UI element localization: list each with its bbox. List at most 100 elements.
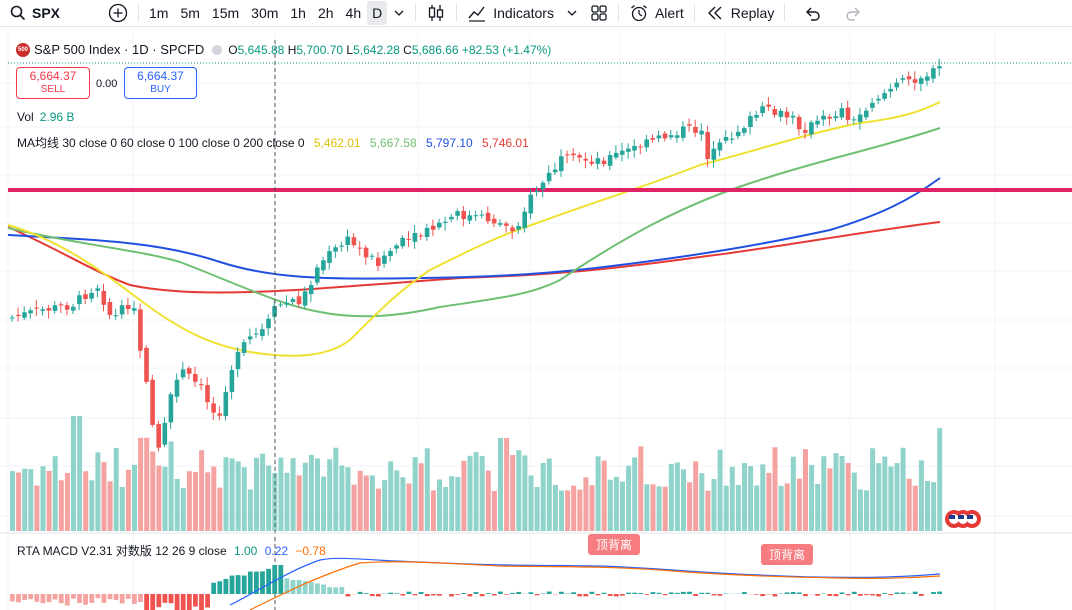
candle: [430, 225, 436, 230]
volume-bar: [925, 480, 930, 531]
volume-bar: [77, 416, 83, 531]
volume-bar: [534, 486, 540, 531]
interval-15m[interactable]: 15m: [211, 5, 240, 21]
macd-legend[interactable]: RTA MACD V2.31 对数版 12 26 9 close 1.00 0.…: [17, 542, 330, 559]
candle: [668, 135, 674, 138]
macd-hist-bar: [430, 594, 436, 596]
interval-dropdown[interactable]: [387, 0, 411, 26]
indicators-dropdown[interactable]: [560, 0, 584, 26]
macd-hist-bar: [546, 591, 552, 594]
macd-hist-bar: [626, 592, 631, 594]
macd-hist-bar: [796, 592, 802, 594]
volume-bar: [687, 482, 693, 531]
ma-100-line: [7, 177, 941, 280]
candle: [485, 212, 491, 222]
volume-bar: [443, 486, 449, 531]
macd-hist-bar: [687, 591, 692, 594]
macd-hist-bar: [101, 594, 107, 603]
candle: [247, 336, 253, 340]
ma-legend[interactable]: MA均线 30 close 0 60 close 0 100 close 0 2…: [17, 134, 535, 151]
candle: [278, 304, 283, 306]
macd-hist-bar: [918, 594, 924, 596]
volume-bar: [34, 485, 40, 531]
macd-hist-bar: [491, 594, 497, 596]
candle: [601, 160, 607, 165]
volume-bar: [345, 467, 351, 531]
macd-hist-bar: [705, 592, 711, 594]
macd-hist-bar: [113, 594, 119, 601]
macd-hist-bar: [125, 594, 131, 599]
candle: [229, 370, 235, 393]
redo-button[interactable]: [839, 0, 869, 26]
candle: [498, 223, 503, 225]
layouts-button[interactable]: [584, 0, 614, 26]
interval-d[interactable]: D: [367, 1, 388, 25]
symbol-title[interactable]: S&P 500 Index · 1D · SPCFD: [34, 42, 205, 57]
sell-button[interactable]: 6,664.37 SELL: [16, 67, 90, 99]
sell-label: SELL: [40, 84, 66, 95]
volume-bar: [107, 481, 113, 531]
candle: [138, 309, 143, 351]
volume-bar: [138, 437, 144, 531]
macd-hist-bar: [71, 594, 76, 599]
candle: [918, 78, 924, 84]
volume-bar: [857, 489, 863, 531]
candle: [766, 104, 771, 107]
volume-bar: [662, 486, 668, 531]
macd-hist-bar: [77, 594, 82, 604]
ma-30-line: [7, 101, 941, 357]
macd-hist-bar: [467, 594, 473, 597]
volume-legend[interactable]: Vol 2.96 B: [17, 110, 74, 124]
compare-button[interactable]: [102, 0, 134, 26]
interval-1h[interactable]: 1h: [290, 5, 306, 21]
grid-layout-icon: [590, 4, 608, 22]
chart-type-button[interactable]: [420, 0, 452, 26]
candle: [839, 108, 845, 118]
volume-bar: [851, 472, 857, 531]
macd-hist-bar: [394, 593, 400, 594]
candle: [528, 194, 534, 214]
interval-2h[interactable]: 2h: [317, 5, 334, 21]
volume-bar: [796, 478, 802, 531]
symbol-search[interactable]: SPX: [0, 0, 66, 26]
candle: [620, 150, 625, 155]
macd-hist-bar: [260, 571, 265, 594]
macd-hist-bar: [369, 594, 375, 597]
macd-hist-bar: [138, 594, 143, 602]
undo-button[interactable]: [797, 0, 827, 26]
candle: [900, 78, 906, 80]
volume-bar: [180, 487, 186, 531]
alert-button[interactable]: Alert: [623, 0, 690, 26]
buy-button[interactable]: 6,664.37 BUY: [124, 67, 197, 99]
macd-hist-bar: [193, 594, 198, 607]
ma-value-200: 5,746.01: [482, 136, 529, 150]
candle: [156, 424, 161, 448]
volume-bar: [101, 462, 107, 531]
candle: [540, 182, 546, 190]
volume-bar: [815, 483, 821, 531]
volume-bar: [491, 490, 497, 531]
candle: [345, 236, 351, 245]
candle: [10, 317, 15, 319]
replay-button[interactable]: Replay: [699, 0, 781, 26]
macd-hist-bar: [845, 594, 851, 596]
candle: [778, 110, 784, 117]
volume-bar: [674, 462, 680, 531]
interval-30m[interactable]: 30m: [251, 5, 279, 21]
indicators-label: Indicators: [493, 5, 554, 21]
divider: [415, 4, 417, 22]
macd-hist-bar: [650, 592, 656, 594]
symbol-legend: 500 S&P 500 Index · 1D · SPCFD O5,645.88…: [16, 42, 551, 57]
replay-label: Replay: [730, 5, 775, 21]
indicators-button[interactable]: Indicators: [461, 0, 560, 26]
volume-bar: [430, 490, 436, 531]
candle: [357, 247, 363, 249]
volume-bar: [595, 456, 601, 531]
volume-bar: [809, 464, 815, 531]
interval-4h[interactable]: 4h: [345, 5, 362, 21]
interval-1m[interactable]: 1m: [149, 5, 169, 21]
interval-5m[interactable]: 5m: [180, 5, 200, 21]
volume-bar: [150, 451, 156, 531]
candle: [870, 102, 875, 108]
